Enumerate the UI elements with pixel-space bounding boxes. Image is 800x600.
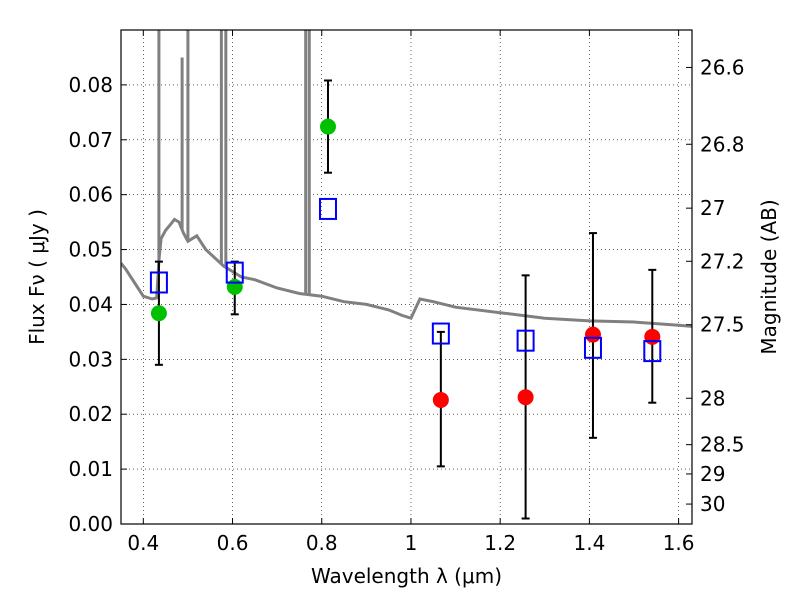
data-point-square	[318, 197, 337, 220]
y2-tick-label: 26.8	[700, 132, 745, 156]
x-tick-label: 1.4	[573, 531, 605, 555]
y2-tick-label: 26.6	[700, 55, 745, 79]
error-bars-layer	[154, 79, 657, 520]
data-point-square	[516, 329, 535, 352]
y2-tick-label: 29	[700, 462, 725, 486]
data-point-square	[583, 336, 602, 359]
y2-tick-label: 27.2	[700, 249, 745, 273]
y2-tick-label: 27.5	[700, 313, 745, 337]
model-spectrum-line	[121, 217, 692, 328]
x-tick-label: 0.8	[306, 531, 338, 555]
data-point-circle	[319, 118, 336, 135]
data-markers-layer	[149, 118, 662, 408]
x-tick-label: 1.2	[484, 531, 516, 555]
x-axis-title: Wavelength λ (μm)	[311, 564, 502, 588]
y-tick-label: 0.08	[68, 73, 113, 97]
data-point-square	[643, 340, 662, 363]
data-point-square	[149, 271, 168, 294]
y-tick-label: 0.03	[68, 347, 113, 371]
plot-frame	[120, 29, 693, 525]
y-tick-label: 0.00	[68, 512, 113, 536]
model-spectrum-group	[121, 30, 692, 328]
data-point-circle	[150, 305, 167, 322]
ticks-layer: 0.4 0.6 0.8 1 1.2 1.4 1.6 0.00 0.01 0.02 0.03 0.04 0…	[68, 30, 745, 555]
grid-layer	[121, 30, 692, 525]
x-tick-label: 1.6	[663, 531, 695, 555]
data-point-circle	[226, 278, 243, 295]
y-tick-label: 0.04	[68, 292, 113, 316]
y-tick-label: 0.02	[68, 402, 113, 426]
y-axis-title: Flux Fν ( μJy )	[25, 209, 49, 345]
y-tick-label: 0.07	[68, 128, 113, 152]
data-point-circle	[432, 391, 449, 408]
y-tick-label: 0.01	[68, 457, 113, 481]
model-spectrum-layer	[121, 30, 692, 328]
data-point-circle	[517, 389, 534, 406]
x-tick-label: 0.6	[217, 531, 249, 555]
x-tick-label: 1	[405, 531, 418, 555]
y2-tick-label: 28	[700, 386, 725, 410]
y-tick-label: 0.06	[68, 183, 113, 207]
y2-axis-title: Magnitude (AB)	[757, 199, 781, 354]
y2-tick-label: 28.5	[700, 433, 745, 457]
y-tick-label: 0.05	[68, 238, 113, 262]
data-point-square	[431, 322, 450, 345]
data-point-circle	[584, 326, 601, 343]
y2-tick-label: 27	[700, 196, 725, 220]
data-point-square	[225, 261, 244, 284]
x-tick-label: 0.4	[127, 531, 159, 555]
y2-tick-label: 30	[700, 492, 725, 516]
data-point-circle	[644, 328, 661, 345]
